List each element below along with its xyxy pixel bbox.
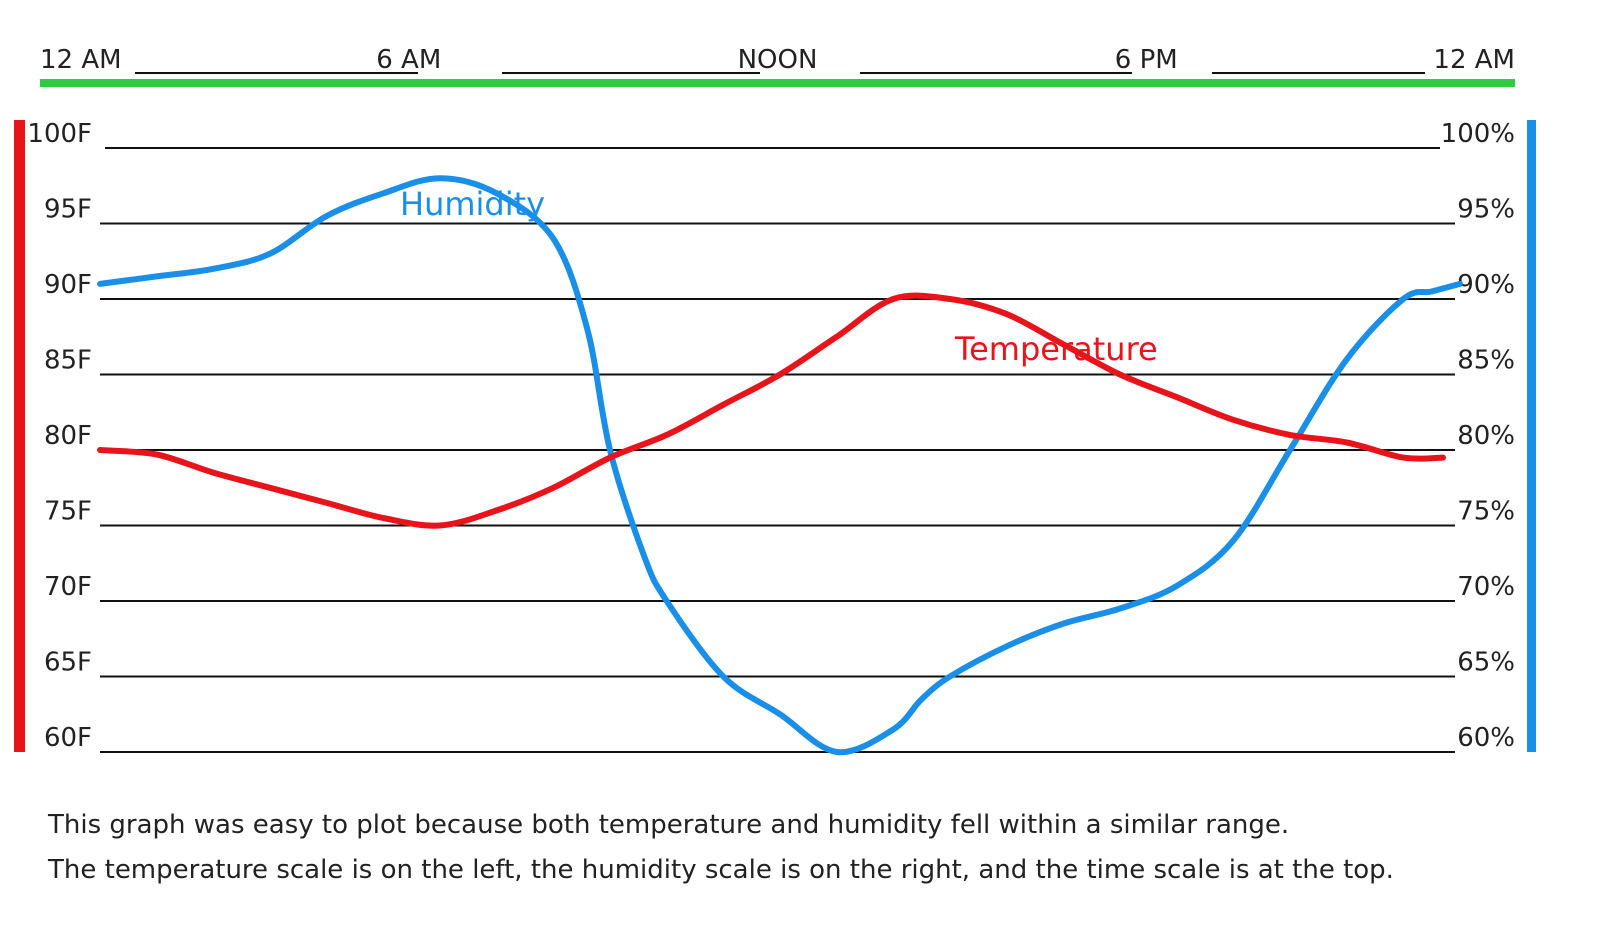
temperature-axis-bar (14, 120, 25, 752)
y-left-tick-label: 75F (44, 497, 92, 527)
caption-line-2: The temperature scale is on the left, th… (48, 855, 1394, 885)
series-layer (97, 175, 1463, 756)
y-left-tick-label: 70F (44, 572, 92, 602)
y-right-tick-label: 95% (1457, 195, 1515, 225)
y-right-tick-label: 70% (1457, 572, 1515, 602)
y-right-tick-label: 80% (1457, 421, 1515, 451)
y-right-tick-label: 100% (1441, 119, 1515, 149)
y-left-tick-label: 65F (44, 648, 92, 678)
temperature-line (97, 292, 1446, 529)
x-tick-label: 6 AM (376, 45, 441, 75)
y-left-tick-label: 80F (44, 421, 92, 451)
y-left-tick-label: 95F (44, 195, 92, 225)
y-right-tick-label: 65% (1457, 648, 1515, 678)
y-left-tick-label: 85F (44, 346, 92, 376)
humidity-series-label: Humidity (400, 185, 545, 223)
caption-line-1: This graph was easy to plot because both… (48, 810, 1290, 840)
y-left-tick-label: 90F (44, 270, 92, 300)
y-right-tick-label: 60% (1457, 723, 1515, 753)
humidity-axis-bar (1527, 120, 1536, 752)
x-tick-label: 12 AM (40, 45, 122, 75)
temperature-axis: 100F 95F 90F 85F 80F 75F 70F 65F 60F (14, 119, 92, 753)
x-tick-label: NOON (738, 45, 818, 75)
y-right-tick-label: 90% (1457, 270, 1515, 300)
temperature-series-label: Temperature (954, 330, 1158, 368)
y-right-tick-label: 85% (1457, 346, 1515, 376)
x-tick-label: 12 AM (1433, 45, 1515, 75)
gridlines (100, 147, 1455, 753)
humidity-line (97, 175, 1463, 756)
x-tick-label: 6 PM (1115, 45, 1178, 75)
y-left-tick-label: 100F (27, 119, 92, 149)
y-left-tick-label: 60F (44, 723, 92, 753)
y-right-tick-label: 75% (1457, 497, 1515, 527)
time-axis: 12 AM 6 AM NOON 6 PM 12 AM (40, 45, 1515, 87)
humidity-axis: 100% 95% 90% 85% 80% 75% 70% 65% 60% (1441, 119, 1536, 753)
